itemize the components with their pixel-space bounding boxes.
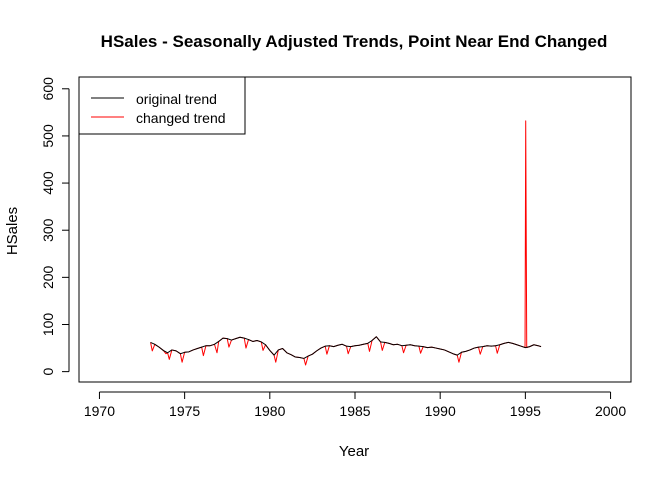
y-tick-label: 200 (40, 265, 56, 289)
y-tick-label: 600 (40, 77, 56, 101)
x-axis: 1970 1975 1980 1985 1990 1995 2000 (84, 391, 626, 419)
x-tick-label: 1970 (84, 403, 115, 419)
x-tick-label: 1985 (339, 403, 370, 419)
plot-frame (78, 76, 632, 383)
series-line-original-trend (150, 336, 542, 359)
x-tick-label: 1980 (254, 403, 285, 419)
x-axis-label: Year (339, 443, 369, 460)
legend-label-original-trend: original trend (136, 91, 217, 107)
series-line-changed-trend (150, 120, 542, 366)
y-axis-label: HSales (4, 207, 21, 255)
y-tick-label: 400 (40, 171, 56, 195)
x-tick-label: 1990 (425, 403, 456, 419)
y-tick-label: 500 (40, 124, 56, 148)
x-tick-label: 2000 (595, 403, 626, 419)
x-tick-label: 1995 (510, 403, 541, 419)
legend: original trend changed trend (78, 76, 246, 135)
y-axis: 0 100 200 300 400 500 600 (40, 77, 70, 376)
y-tick-label: 0 (40, 368, 56, 376)
series-layer (150, 120, 542, 366)
legend-label-changed-trend: changed trend (136, 110, 226, 126)
y-tick-label: 300 (40, 218, 56, 242)
legend-box (78, 76, 246, 135)
y-tick-label: 100 (40, 313, 56, 337)
chart-title: HSales - Seasonally Adjusted Trends, Poi… (101, 32, 608, 51)
x-tick-label: 1975 (169, 403, 200, 419)
